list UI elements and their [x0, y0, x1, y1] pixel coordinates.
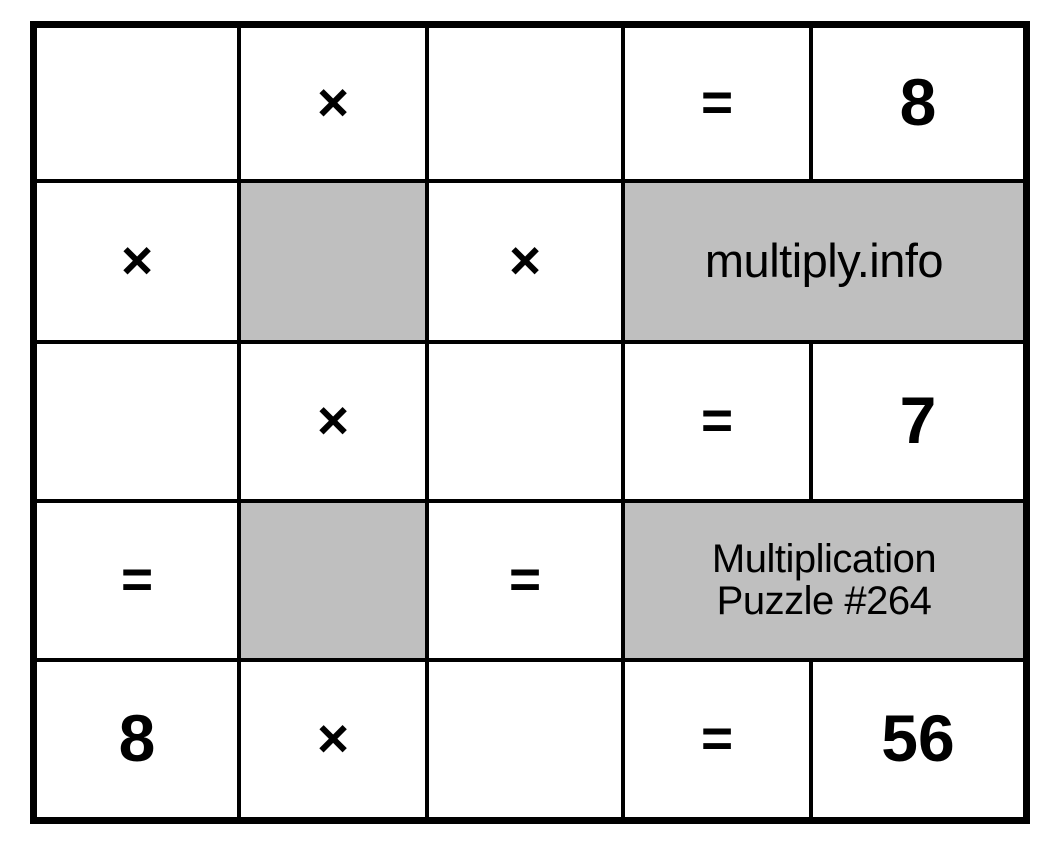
blank-cell	[35, 26, 239, 181]
operator-equals: =	[623, 660, 811, 819]
operator-multiply: ×	[239, 342, 427, 501]
operator-equals: =	[35, 501, 239, 660]
operator-equals: =	[623, 342, 811, 501]
operator-multiply: ×	[427, 181, 623, 342]
number-cell: 8	[35, 660, 239, 819]
number-cell: 7	[811, 342, 1025, 501]
blank-cell	[427, 342, 623, 501]
operator-equals: =	[623, 26, 811, 181]
operator-multiply: ×	[35, 181, 239, 342]
operator-equals: =	[427, 501, 623, 660]
blank-cell	[35, 342, 239, 501]
shaded-cell	[239, 501, 427, 660]
blank-cell	[427, 660, 623, 819]
info-label: Multiplication Puzzle #264	[623, 501, 1025, 660]
operator-multiply: ×	[239, 26, 427, 181]
number-cell: 8	[811, 26, 1025, 181]
blank-cell	[427, 26, 623, 181]
shaded-cell	[239, 181, 427, 342]
canvas: ×=8××multiply.info×=7==Multiplication Pu…	[0, 0, 1060, 844]
info-label: multiply.info	[623, 181, 1025, 342]
multiplication-puzzle-grid: ×=8××multiply.info×=7==Multiplication Pu…	[30, 21, 1030, 824]
operator-multiply: ×	[239, 660, 427, 819]
number-cell: 56	[811, 660, 1025, 819]
